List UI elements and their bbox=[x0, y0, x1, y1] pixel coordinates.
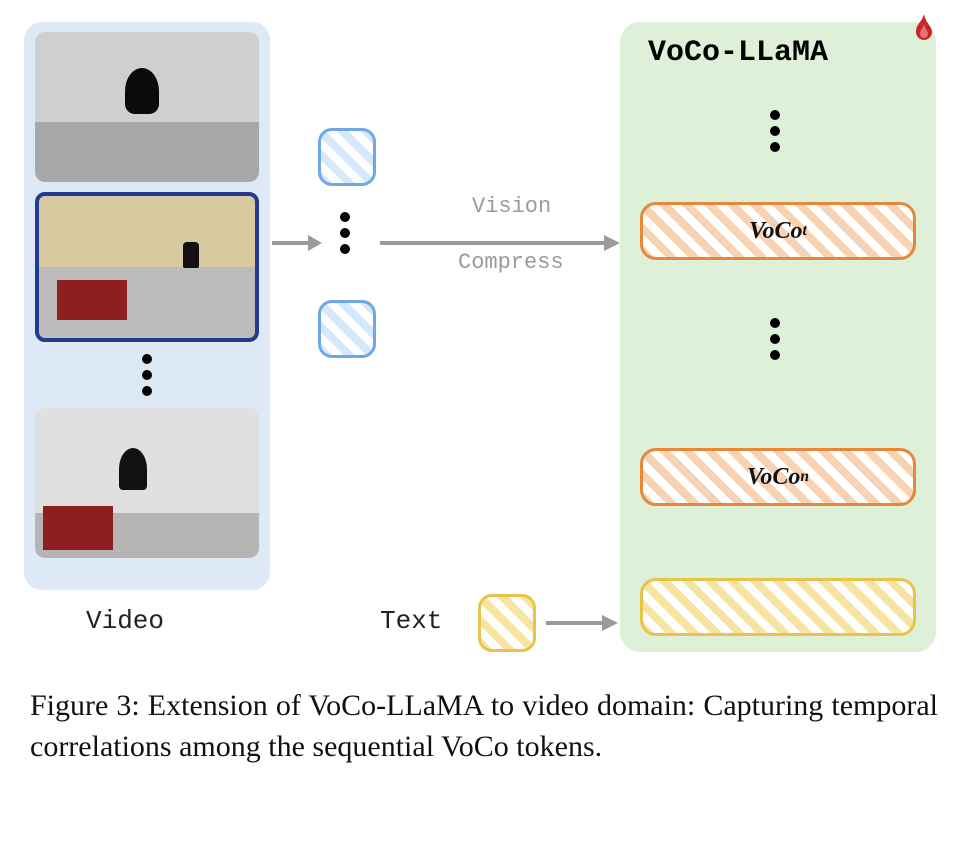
text-token-in-llm bbox=[640, 578, 916, 636]
text-label: Text bbox=[380, 606, 442, 636]
text-token bbox=[478, 594, 536, 652]
vision-token-ellipsis bbox=[340, 212, 350, 254]
llm-ellipsis-top bbox=[770, 110, 780, 152]
flame-icon bbox=[912, 14, 936, 52]
video-frame-1 bbox=[35, 32, 259, 182]
model-title: VoCo-LLaMA bbox=[648, 36, 828, 70]
video-frame-highlighted bbox=[35, 192, 259, 342]
voco-token-n: VoCon bbox=[640, 448, 916, 506]
video-frame-n bbox=[35, 408, 259, 558]
arrow-text-to-panel bbox=[546, 608, 618, 638]
vision-token-bottom bbox=[318, 300, 376, 358]
video-label: Video bbox=[86, 606, 164, 636]
vision-token-top bbox=[318, 128, 376, 186]
video-frames-panel bbox=[24, 22, 270, 590]
architecture-diagram: Video Text Vision Compress VoCo-LLaMA Vo… bbox=[0, 0, 968, 660]
arrow-video-to-tokens bbox=[272, 228, 322, 258]
llm-ellipsis-mid bbox=[770, 318, 780, 360]
video-frames-ellipsis bbox=[34, 354, 260, 396]
vision-label: Vision bbox=[472, 194, 551, 219]
voco-token-t: VoCot bbox=[640, 202, 916, 260]
compress-label: Compress bbox=[458, 250, 564, 275]
figure-caption: Figure 3: Extension of VoCo-LLaMA to vid… bbox=[30, 686, 938, 767]
